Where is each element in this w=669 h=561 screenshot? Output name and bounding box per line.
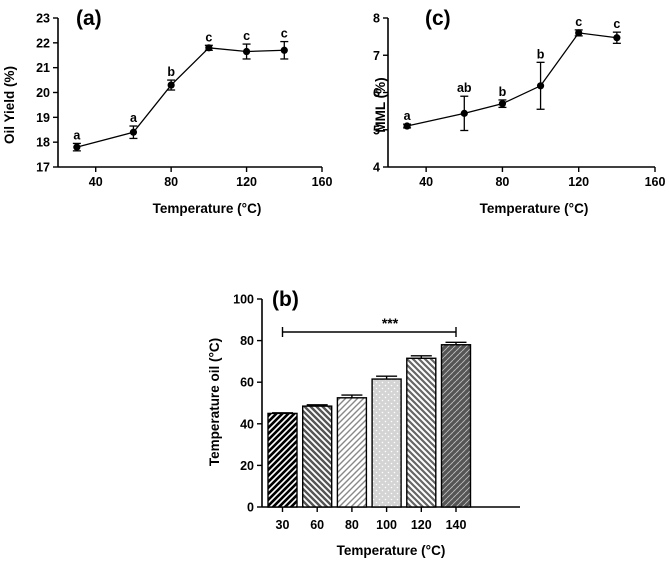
bar <box>302 405 333 508</box>
x-tick-label: 120 <box>411 518 432 532</box>
panel-label-a: (a) <box>76 7 102 30</box>
x-tick-label: 30 <box>276 518 290 532</box>
x-tick-label: 40 <box>89 175 103 189</box>
y-tick-label: 4 <box>373 161 380 175</box>
y-tick-label: 21 <box>36 61 50 75</box>
data-point <box>498 100 507 108</box>
significance-letter: c <box>575 15 582 29</box>
chart-a-oil-yield: (a) Temperature (°C) Oil Yield (%) 17 18 1… <box>2 7 332 216</box>
chart-c-mml: (c) Temperature (°C) MML (%) 4 5 6 7 8 40 80 12… <box>373 7 665 216</box>
bar <box>440 344 472 508</box>
significance-letter: c <box>205 30 212 44</box>
data-point <box>460 109 468 117</box>
y-axis-label-a: Oil Yield (%) <box>2 66 17 144</box>
y-axis-label-c: MML (%) <box>373 77 388 132</box>
significance-letter: c <box>281 27 288 41</box>
significance-letter: ab <box>457 81 472 95</box>
data-point <box>613 34 621 42</box>
x-tick-label: 80 <box>345 518 359 532</box>
panel-label-b: (b) <box>272 288 299 311</box>
x-axis-label-a: Temperature (°C) <box>153 201 262 216</box>
bar <box>267 412 298 508</box>
x-tick-label: 120 <box>236 175 257 189</box>
y-axis-label-b: Temperature oil (°C) <box>207 338 222 466</box>
x-tick-label: 160 <box>645 175 666 189</box>
data-point <box>280 46 288 54</box>
series-line <box>406 32 617 127</box>
x-tick-label: 140 <box>446 518 467 532</box>
y-tick-label: 8 <box>373 12 380 26</box>
data-point <box>167 81 175 89</box>
y-tick-label: 80 <box>240 334 254 348</box>
y-tick-label: 100 <box>233 293 254 307</box>
x-tick-label: 120 <box>568 175 589 189</box>
bar <box>406 357 437 508</box>
data-point <box>73 143 81 151</box>
data-point <box>242 47 251 56</box>
data-point <box>575 29 583 37</box>
y-tick-label: 18 <box>36 136 50 150</box>
significance-letter: c <box>613 17 620 31</box>
y-tick-label: 22 <box>36 36 50 50</box>
panel-label-c: (c) <box>425 7 451 30</box>
significance-letter: b <box>499 85 507 99</box>
y-tick-label: 7 <box>373 49 380 63</box>
y-tick-label: 19 <box>36 111 50 125</box>
significance-letter: a <box>404 109 412 123</box>
significance-letter: b <box>537 47 545 61</box>
significance-letter: a <box>130 111 138 125</box>
significance-letter: c <box>243 29 250 43</box>
y-tick-label: 40 <box>240 417 254 431</box>
x-tick-label: 80 <box>164 175 178 189</box>
y-tick-label: 5 <box>373 123 380 137</box>
x-tick-label: 60 <box>310 518 324 532</box>
x-tick-label: 80 <box>495 175 509 189</box>
significance-label: *** <box>382 315 399 331</box>
data-point <box>403 122 411 130</box>
x-axis-label-b: Temperature (°C) <box>337 543 446 558</box>
data-point <box>129 128 138 136</box>
x-tick-label: 40 <box>419 175 433 189</box>
significance-letter: b <box>167 65 175 79</box>
x-tick-label: 100 <box>376 518 397 532</box>
y-tick-label: 20 <box>36 86 50 100</box>
y-tick-label: 60 <box>240 376 254 390</box>
bar <box>336 397 368 508</box>
series-line <box>76 47 285 148</box>
data-point <box>536 82 545 90</box>
x-tick-label: 160 <box>312 175 333 189</box>
y-tick-label: 17 <box>36 161 50 175</box>
bar <box>371 378 402 508</box>
chart-b-temperature-oil: (b) Temperature (°C) Temperature oil (°C… <box>207 288 520 558</box>
data-point <box>205 44 213 52</box>
y-tick-label: 6 <box>373 86 380 100</box>
y-tick-label: 23 <box>36 12 50 26</box>
y-tick-label: 20 <box>240 459 254 473</box>
significance-letter: a <box>73 128 81 142</box>
y-tick-label: 0 <box>247 501 254 515</box>
x-axis-label-c: Temperature (°C) <box>480 201 589 216</box>
